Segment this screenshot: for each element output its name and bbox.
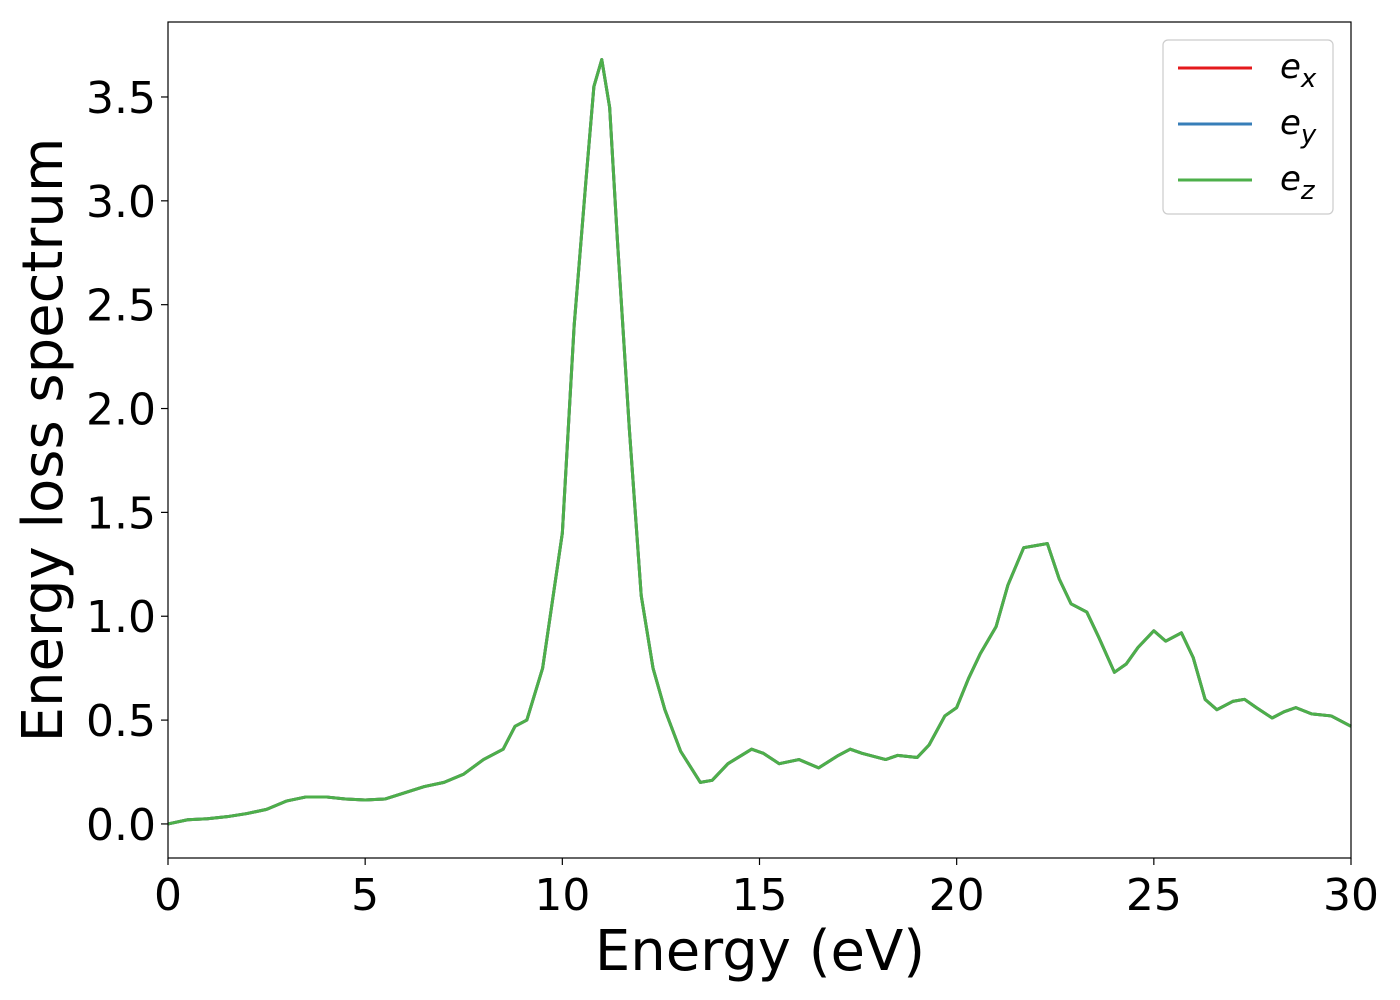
y-tick-label: 0.0 (86, 800, 156, 851)
x-tick-label: 15 (732, 870, 788, 921)
y-tick-label: 2.0 (86, 385, 156, 436)
legend-label: ez (1280, 159, 1316, 206)
x-axis-label: Energy (eV) (595, 919, 925, 984)
y-tick-label: 2.5 (86, 281, 156, 332)
x-tick-label: 30 (1323, 870, 1379, 921)
legend-label: ex (1280, 47, 1317, 94)
y-tick-label: 1.5 (86, 488, 156, 539)
x-tick-label: 20 (929, 870, 985, 921)
legend: ex ey ez (1162, 39, 1334, 215)
y-tick-label: 0.5 (86, 696, 156, 747)
y-axis-label: Energy loss spectrum (11, 138, 76, 743)
y-tick-label: 3.0 (86, 177, 156, 228)
x-tick-label: 10 (534, 870, 590, 921)
legend-box (1162, 39, 1334, 215)
legend-label: ey (1280, 103, 1317, 150)
y-tick-label: 1.0 (86, 592, 156, 643)
plot-area (167, 58, 1352, 826)
y-tick-label: 3.5 (86, 73, 156, 124)
data-line (167, 58, 1352, 826)
x-tick-label: 25 (1126, 870, 1182, 921)
x-tick-label: 5 (351, 870, 379, 921)
x-tick-label: 0 (154, 870, 182, 921)
